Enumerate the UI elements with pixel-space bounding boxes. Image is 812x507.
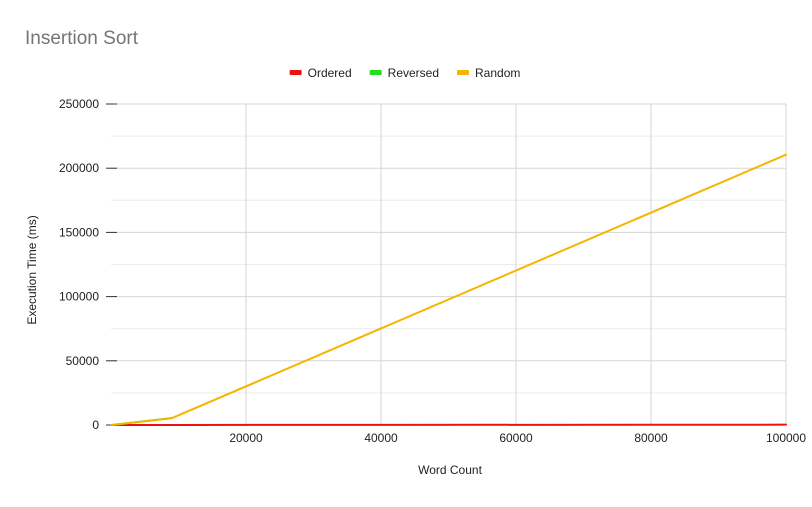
series-line-random	[112, 155, 786, 425]
y-tick-label: 50000	[66, 354, 100, 368]
y-tick-label: 250000	[59, 97, 99, 111]
legend-item-ordered[interactable]: Ordered	[290, 66, 352, 80]
legend-swatch	[290, 70, 302, 75]
x-tick-label: 40000	[364, 431, 398, 445]
legend-swatch	[457, 70, 469, 75]
x-axis-label: Word Count	[418, 463, 482, 477]
y-tick-label: 0	[92, 418, 99, 432]
series	[112, 155, 786, 425]
legend-swatch	[370, 70, 382, 75]
legend-label: Random	[475, 66, 520, 80]
y-tick-label: 100000	[59, 290, 99, 304]
x-tick-label: 20000	[229, 431, 263, 445]
x-tick-label: 60000	[499, 431, 533, 445]
legend-label: Ordered	[308, 66, 352, 80]
legend-item-reversed[interactable]: Reversed	[370, 66, 439, 80]
x-tick-label: 100000	[766, 431, 806, 445]
legend-label: Reversed	[388, 66, 439, 80]
chart-title: Insertion Sort	[25, 28, 139, 49]
legend-item-random[interactable]: Random	[457, 66, 520, 80]
grid	[111, 104, 786, 425]
y-tick-label: 200000	[59, 161, 99, 175]
y-tick-label: 150000	[59, 225, 99, 239]
legend[interactable]: Ordered Reversed Random	[290, 66, 521, 80]
y-axis-label: Execution Time (ms)	[25, 215, 39, 324]
x-tick-label: 80000	[634, 431, 668, 445]
